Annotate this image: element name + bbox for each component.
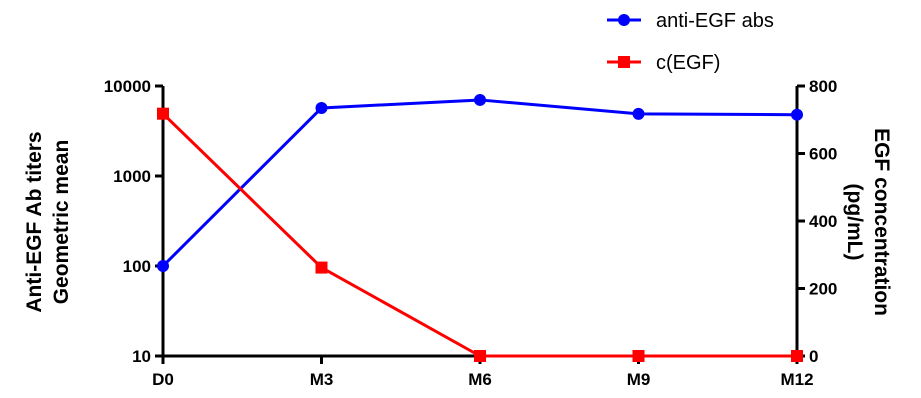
- right-tick-label: 800: [809, 77, 837, 96]
- data-point-c-egf: [632, 350, 645, 362]
- legend-marker-anti-egf: [618, 14, 630, 26]
- legend-marker-c-egf: [618, 56, 630, 68]
- left-tick-label: 10: [132, 347, 151, 366]
- left-axis-label-line-2: Geometric mean: [50, 140, 73, 305]
- data-point-anti-egf: [157, 260, 169, 272]
- data-point-c-egf: [157, 107, 169, 120]
- right-axis-label-line-2: (pg/mL): [843, 184, 866, 261]
- axes: 10 100 1000 10000 0 200 400 600 800 D0 M3 M6 M9 M12: [104, 77, 838, 389]
- x-tick-label: M12: [780, 370, 813, 389]
- left-tick-label: 10000: [104, 77, 151, 96]
- left-tick-label: 100: [123, 257, 151, 276]
- right-tick-label: 400: [809, 212, 837, 231]
- right-tick-label: 600: [809, 145, 837, 164]
- right-tick-label: 200: [809, 280, 837, 299]
- legend-label-anti-egf: anti-EGF abs: [656, 10, 774, 32]
- x-tick-label: M3: [310, 370, 334, 389]
- data-point-anti-egf: [474, 93, 486, 106]
- chart-marks: [157, 93, 803, 362]
- x-tick-label: M9: [627, 370, 651, 389]
- data-point-c-egf: [315, 261, 328, 274]
- data-point-anti-egf: [632, 107, 645, 120]
- data-point-c-egf: [474, 350, 486, 362]
- left-tick-label: 1000: [113, 167, 151, 186]
- data-point-anti-egf: [791, 108, 803, 121]
- legend-label-c-egf: c(EGF): [656, 52, 720, 74]
- legend: anti-EGF abs c(EGF): [607, 10, 774, 74]
- data-point-anti-egf: [315, 101, 328, 114]
- x-tick-label: D0: [152, 370, 174, 389]
- series-line-c-egf: [161, 112, 797, 358]
- data-point-c-egf: [791, 350, 803, 362]
- right-axis-label-line-1: EGF concentration: [870, 128, 893, 316]
- x-tick-label: M6: [468, 370, 492, 389]
- left-axis-label-line-1: Anti-EGF Ab titers: [23, 131, 46, 312]
- right-tick-label: 0: [809, 347, 818, 366]
- series-line-anti-egf: [161, 98, 798, 268]
